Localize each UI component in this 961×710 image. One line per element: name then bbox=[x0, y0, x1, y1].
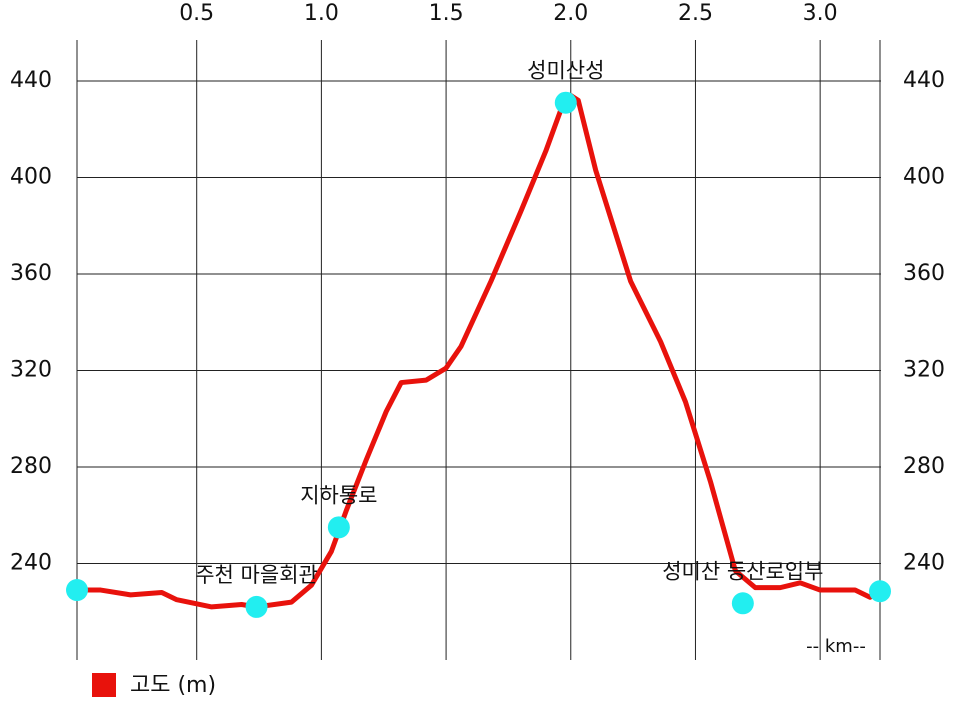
x-tick-label: 1.0 bbox=[304, 1, 339, 26]
waypoint-label: 성미산 등산로입부 bbox=[662, 559, 823, 583]
legend-swatch bbox=[92, 673, 116, 697]
waypoint bbox=[869, 580, 891, 603]
y2-tick-label: 400 bbox=[903, 165, 945, 190]
elevation-line bbox=[77, 92, 882, 610]
waypoint bbox=[554, 91, 577, 114]
x-tick-label: 2.5 bbox=[678, 1, 713, 26]
waypoint-label: 지하통로 bbox=[300, 483, 377, 507]
y2-tick-label: 320 bbox=[903, 358, 945, 383]
y2-tick-label: 280 bbox=[903, 454, 945, 479]
x-tick-label: 2.0 bbox=[553, 1, 588, 26]
x-tick-label: 3.0 bbox=[803, 1, 838, 26]
waypoint-label: 주천 마을회관 bbox=[195, 563, 318, 587]
y-tick-label: 280 bbox=[10, 454, 52, 479]
x-axis-label: -- km-- bbox=[806, 636, 866, 657]
y2-tick-label: 440 bbox=[903, 68, 945, 93]
y2-tick-label: 240 bbox=[903, 551, 945, 576]
y-tick-label: 240 bbox=[10, 551, 52, 576]
waypoint bbox=[327, 516, 350, 539]
y-tick-label: 320 bbox=[10, 358, 52, 383]
x-tick-label: 1.5 bbox=[429, 1, 464, 26]
y-tick-label: 400 bbox=[10, 165, 52, 190]
y-tick-label: 360 bbox=[10, 261, 52, 286]
waypoint-label: 성미산성 bbox=[527, 59, 604, 83]
y2-tick-label: 360 bbox=[903, 261, 945, 286]
waypoint bbox=[731, 592, 754, 615]
waypoint bbox=[66, 579, 88, 602]
y-tick-label: 440 bbox=[10, 68, 52, 93]
legend-label: 고도 (m) bbox=[130, 673, 216, 698]
waypoint bbox=[245, 595, 268, 618]
x-tick-label: 0.5 bbox=[179, 1, 214, 26]
